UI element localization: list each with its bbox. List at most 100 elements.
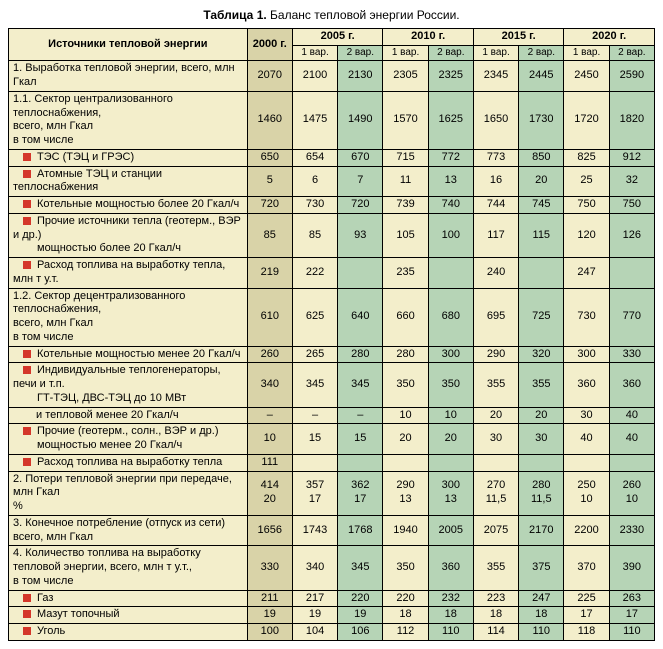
table-cell: 20 [428,424,473,455]
table-cell: 350 [383,363,428,407]
table-cell: 5 [247,166,292,197]
table-cell: 106 [338,624,383,641]
table-cell: 16 [473,166,518,197]
row-label: Атомные ТЭЦ и станции теплоснабжения [9,166,248,197]
table-cell: 225 [564,590,609,607]
bullet-icon [23,153,31,161]
bullet-icon [23,427,31,435]
row-label: Расход топлива на выработку тепла [9,454,248,471]
header-v1: 1 вар. [564,45,609,61]
table-cell: 30013 [428,471,473,515]
table-cell: 2070 [247,61,292,92]
table-cell: 370 [564,546,609,590]
table-cell: 20 [383,424,428,455]
row-label: 2. Потери тепловой энергии при передаче,… [9,471,248,515]
table-cell: 715 [383,149,428,166]
table-cell: 247 [519,590,564,607]
table-cell: 247 [564,258,609,289]
table-cell: 744 [473,197,518,214]
row-label: Индивидуальные теплогенераторы, печи и т… [9,363,248,407]
table-cell: 2345 [473,61,518,92]
row-label: 1.2. Сектор децентрализованного теплосна… [9,288,248,346]
table-cell: 117 [473,213,518,257]
table-cell: 100 [247,624,292,641]
table-cell: 15 [338,424,383,455]
table-cell: 2450 [564,61,609,92]
table-cell: 40 [609,424,654,455]
table-cell: 222 [292,258,337,289]
table-cell: 654 [292,149,337,166]
table-cell: 223 [473,590,518,607]
table-cell: 1940 [383,515,428,546]
table-cell: 825 [564,149,609,166]
table-cell: 345 [292,363,337,407]
row-label: Прочие (геотерм., солн., ВЭР и др.)мощно… [9,424,248,455]
row-label: 4. Количество топлива на выработкутеплов… [9,546,248,590]
table-cell: 2170 [519,515,564,546]
table-cell: 41420 [247,471,292,515]
row-label: и тепловой менее 20 Гкал/ч [9,407,248,424]
table-cell: 20 [473,407,518,424]
row-label: Мазут топочный [9,607,248,624]
table-cell [428,454,473,471]
table-cell: 360 [428,546,473,590]
table-cell: 2200 [564,515,609,546]
bullet-icon [23,458,31,466]
table-cell: 1720 [564,91,609,149]
table-cell: 120 [564,213,609,257]
table-cell: 355 [519,363,564,407]
table-cell: – [338,407,383,424]
table-cell: 25 [564,166,609,197]
table-cell: 300 [428,346,473,363]
table-cell: 114 [473,624,518,641]
table-cell: 730 [292,197,337,214]
table-cell: 220 [383,590,428,607]
table-cell: 2100 [292,61,337,92]
table-cell: 19 [247,607,292,624]
table-cell: 17 [564,607,609,624]
table-cell: 260 [247,346,292,363]
balance-table: Источники тепловой энергии 2000 г. 2005 … [8,28,655,641]
table-cell: 104 [292,624,337,641]
table-cell: 360 [564,363,609,407]
table-cell: 6 [292,166,337,197]
table-cell: 740 [428,197,473,214]
header-v1: 1 вар. [292,45,337,61]
table-cell: 355 [473,363,518,407]
table-cell: 30 [564,407,609,424]
table-cell [473,454,518,471]
row-label: 1.1. Сектор централизованного теплоснабж… [9,91,248,149]
table-cell: 375 [519,546,564,590]
header-sources: Источники тепловой энергии [9,29,248,61]
row-label: Расход топлива на выработку тепла, млн т… [9,258,248,289]
table-cell: 850 [519,149,564,166]
table-cell: 85 [292,213,337,257]
table-cell: 20 [519,166,564,197]
table-cell: 40 [609,407,654,424]
table-cell: 18 [428,607,473,624]
table-cell [383,454,428,471]
header-2010: 2010 г. [383,29,474,46]
table-cell [519,454,564,471]
table-cell: 360 [609,363,654,407]
table-cell: 2305 [383,61,428,92]
table-cell: 2075 [473,515,518,546]
table-title: Таблица 1. Баланс тепловой энергии Росси… [8,8,655,22]
table-cell: 2130 [338,61,383,92]
bullet-icon [23,610,31,618]
bullet-icon [23,200,31,208]
table-cell [338,454,383,471]
bullet-icon [23,627,31,635]
table-cell: 340 [292,546,337,590]
table-cell [428,258,473,289]
row-label: Уголь [9,624,248,641]
table-cell: 235 [383,258,428,289]
table-cell: 330 [609,346,654,363]
header-2000: 2000 г. [247,29,292,61]
table-cell: 30 [473,424,518,455]
table-cell: 610 [247,288,292,346]
table-cell: 220 [338,590,383,607]
table-cell: 320 [519,346,564,363]
title-label: Таблица 1. [203,8,266,22]
table-cell: 11 [383,166,428,197]
